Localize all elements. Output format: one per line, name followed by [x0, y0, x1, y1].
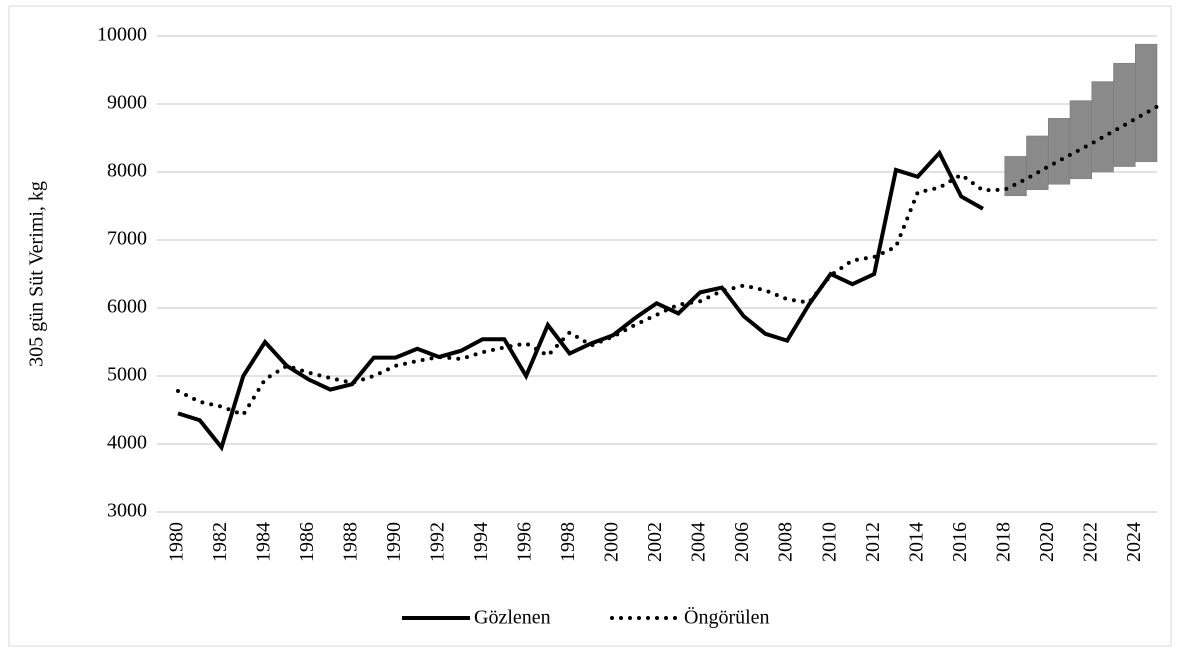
- x-tick-label: 2014: [905, 522, 927, 562]
- interval-band: [1113, 62, 1136, 167]
- legend-label: Gözlenen: [474, 607, 551, 629]
- interval-band: [1047, 118, 1071, 185]
- x-tick-label: 1986: [296, 522, 318, 562]
- y-tick-label: 6000: [107, 296, 147, 318]
- x-tick-label: 1990: [383, 522, 405, 562]
- x-tick-label: 1996: [514, 522, 536, 562]
- x-tick-label: 2018: [992, 522, 1014, 562]
- x-tick-label: 1980: [166, 522, 188, 562]
- y-tick-label: 10000: [97, 24, 147, 46]
- x-tick-label: 1994: [470, 522, 492, 562]
- y-tick-label: 4000: [107, 432, 147, 454]
- x-tick-label: 2016: [949, 522, 971, 562]
- x-tick-label: 2000: [601, 522, 623, 562]
- x-tick-label: 1998: [557, 522, 579, 562]
- x-tick-label: 2020: [1036, 522, 1058, 562]
- x-tick-label: 2022: [1079, 522, 1101, 562]
- x-tick-label: 2002: [644, 522, 666, 562]
- y-tick-label: 7000: [107, 228, 147, 250]
- x-tick-label: 1988: [340, 522, 362, 562]
- series-line: [177, 149, 984, 452]
- x-tick-label: 2024: [1123, 522, 1145, 562]
- x-tick-label: 1984: [253, 522, 275, 562]
- x-tick-label: 1992: [427, 522, 449, 562]
- y-tick-label: 8000: [107, 160, 147, 182]
- series-line: [176, 104, 1159, 418]
- interval-band: [1026, 135, 1049, 190]
- interval-band: [1091, 81, 1114, 173]
- y-axis-label: 305 gün Süt Verimi, kg: [26, 181, 48, 367]
- legend-label: Öngörülen: [684, 606, 770, 629]
- x-tick-label: 2008: [775, 522, 797, 562]
- interval-band: [1069, 100, 1092, 180]
- x-tick-label: 2012: [862, 522, 884, 562]
- y-tick-label: 9000: [107, 92, 147, 114]
- x-tick-label: 2006: [731, 522, 753, 562]
- y-tick-label: 3000: [107, 500, 147, 522]
- y-tick-label: 5000: [107, 364, 147, 386]
- x-tick-label: 1982: [209, 522, 231, 562]
- chart-frame: [8, 5, 1172, 647]
- x-tick-label: 2010: [818, 522, 840, 562]
- interval-band: [1134, 43, 1158, 163]
- x-tick-label: 2004: [688, 522, 710, 562]
